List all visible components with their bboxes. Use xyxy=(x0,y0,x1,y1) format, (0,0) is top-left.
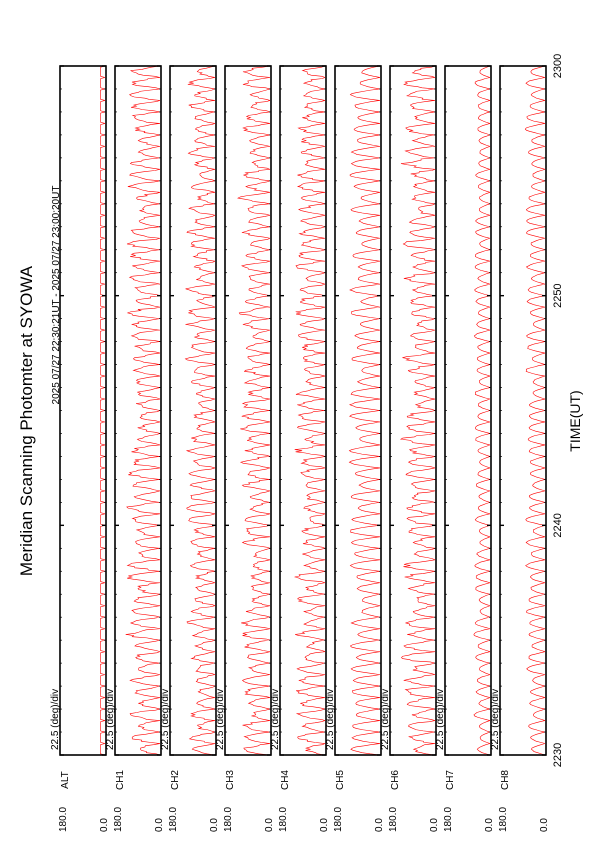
panel-ymin-label: 0.0 xyxy=(374,818,385,832)
chart-title: Meridian Scanning Photomter at SYOWA xyxy=(17,265,36,576)
panel-channel-label: CH5 xyxy=(335,770,346,790)
panel-scale-label: 22.5 (deg)/div xyxy=(325,689,336,750)
panel-ch6: 180.0 0.0 CH6 22.5 (deg)/div xyxy=(380,65,440,832)
panel-ymax-label: 180.0 xyxy=(168,807,179,832)
panel-ymax-label: 180.0 xyxy=(58,807,69,832)
panel-channel-label: CH7 xyxy=(445,770,456,790)
panel-channel-label: ALT xyxy=(60,771,71,789)
panel-ch7: 180.0 0.0 CH7 22.5 (deg)/div xyxy=(435,65,495,832)
panel-ymin-label: 0.0 xyxy=(264,818,275,832)
panel-ch2: 180.0 0.0 CH2 22.5 (deg)/div xyxy=(160,65,220,832)
panel-ymin-label: 0.0 xyxy=(154,818,165,832)
panel-ymax-label: 180.0 xyxy=(223,807,234,832)
panel-channel-label: CH4 xyxy=(280,770,291,790)
panel-frame xyxy=(224,65,272,756)
x-tick-label: 2300 xyxy=(552,54,564,78)
panel-ymax-label: 180.0 xyxy=(113,807,124,832)
trace-series-ch8 xyxy=(524,65,546,756)
panel-ymin-label: 0.0 xyxy=(99,818,110,832)
panel-ymin-label: 0.0 xyxy=(484,818,495,832)
panel-ch4: 180.0 0.0 CH4 22.5 (deg)/div xyxy=(270,65,330,832)
panel-frame xyxy=(334,65,382,756)
panel-scale-label: 22.5 (deg)/div xyxy=(215,689,226,750)
panel-ymax-label: 180.0 xyxy=(443,807,454,832)
trace-series-ch7 xyxy=(473,65,491,756)
panel-frame xyxy=(444,65,492,756)
panel-channel-label: CH6 xyxy=(390,770,401,790)
trace-series-ch3 xyxy=(237,65,271,756)
x-tick-label: 2240 xyxy=(552,513,564,537)
panel-scale-label: 22.5 (deg)/div xyxy=(380,689,391,750)
chart-subtitle: 2025 07/27 22:30:21UT - 2025 07/27 23:00… xyxy=(51,186,62,405)
panel-channel-label: CH3 xyxy=(225,770,236,790)
panel-ymax-label: 180.0 xyxy=(278,807,289,832)
panel-frame xyxy=(389,65,437,756)
x-tick-labels: 2230 2240 2250 2300 xyxy=(552,54,564,767)
panel-scale-label: 22.5 (deg)/div xyxy=(490,689,501,750)
x-axis-label: TIME(UT) xyxy=(567,390,583,451)
trace-series-ch1 xyxy=(125,65,161,756)
panel-channel-label: CH1 xyxy=(115,770,126,790)
panel-ch1: 180.0 0.0 CH1 22.5 (deg)/div xyxy=(105,65,165,832)
x-tick-label: 2230 xyxy=(552,743,564,767)
panel-ymin-label: 0.0 xyxy=(429,818,440,832)
panel-scale-label: 22.5 (deg)/div xyxy=(270,689,281,750)
panel-ymin-label: 0.0 xyxy=(539,818,550,832)
x-tick-label: 2250 xyxy=(552,283,564,307)
panel-scale-label: 22.5 (deg)/div xyxy=(105,689,116,750)
panel-ymax-label: 180.0 xyxy=(333,807,344,832)
panel-frame xyxy=(59,65,107,756)
panel-ch3: 180.0 0.0 CH3 22.5 (deg)/div xyxy=(215,65,275,832)
panel-ch5: 180.0 0.0 CH5 22.5 (deg)/div xyxy=(325,65,385,832)
panel-ymax-label: 180.0 xyxy=(388,807,399,832)
panel-scale-label: 22.5 (deg)/div xyxy=(50,689,61,750)
panel-ch8: 180.0 0.0 CH8 22.5 (deg)/div xyxy=(490,65,550,832)
panel-scale-label: 22.5 (deg)/div xyxy=(160,689,171,750)
trace-series-ch5 xyxy=(348,65,381,756)
panel-ymin-label: 0.0 xyxy=(209,818,220,832)
trace-series-alt xyxy=(100,65,106,756)
panel-frame xyxy=(114,65,162,756)
panel-ymin-label: 0.0 xyxy=(319,818,330,832)
panel-frame xyxy=(169,65,217,756)
panel-channel-label: CH8 xyxy=(500,770,511,790)
trace-series-ch6 xyxy=(399,65,436,756)
panel-frame xyxy=(279,65,327,756)
panel-scale-label: 22.5 (deg)/div xyxy=(435,689,446,750)
panel-alt: 180.0 0.0 ALT 22.5 (deg)/div xyxy=(50,65,110,832)
trace-series-ch2 xyxy=(184,65,216,756)
panel-channel-label: CH2 xyxy=(170,770,181,790)
trace-series-ch4 xyxy=(294,65,326,756)
panel-ymax-label: 180.0 xyxy=(498,807,509,832)
panel-frame xyxy=(499,65,547,756)
